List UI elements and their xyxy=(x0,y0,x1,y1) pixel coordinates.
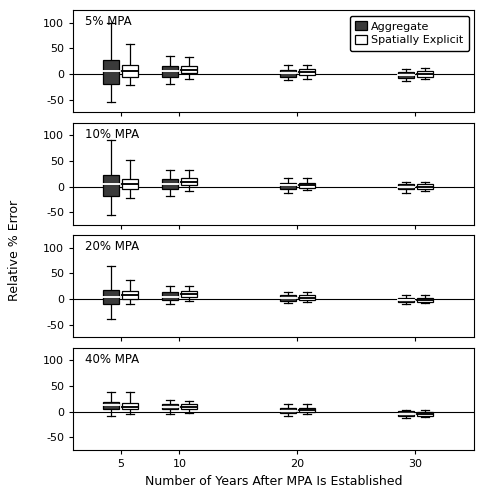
Bar xyxy=(279,296,296,300)
Bar xyxy=(102,60,119,84)
Bar xyxy=(122,64,138,76)
Bar xyxy=(416,412,432,416)
Bar xyxy=(162,404,178,409)
Bar xyxy=(298,70,314,75)
Bar xyxy=(397,298,413,302)
Bar xyxy=(298,408,314,412)
Bar xyxy=(180,404,197,409)
Bar xyxy=(298,183,314,188)
Text: 10% MPA: 10% MPA xyxy=(85,128,139,140)
Bar xyxy=(416,298,432,302)
Text: 20% MPA: 20% MPA xyxy=(85,240,139,253)
Bar xyxy=(122,291,138,299)
Bar xyxy=(122,180,138,189)
Bar xyxy=(102,402,119,409)
Bar xyxy=(279,183,296,189)
Legend: Aggregate, Spatially Explicit: Aggregate, Spatially Explicit xyxy=(349,16,468,51)
Bar xyxy=(397,184,413,189)
Bar xyxy=(162,292,178,300)
Bar xyxy=(279,408,296,412)
Text: Relative % Error: Relative % Error xyxy=(8,200,21,300)
Bar xyxy=(397,72,413,78)
Bar xyxy=(162,66,178,76)
Text: 5% MPA: 5% MPA xyxy=(85,15,132,28)
Text: 40% MPA: 40% MPA xyxy=(85,353,139,366)
Bar xyxy=(416,72,432,76)
Bar xyxy=(180,178,197,186)
Bar xyxy=(102,290,119,304)
Bar xyxy=(397,411,413,416)
X-axis label: Number of Years After MPA Is Established: Number of Years After MPA Is Established xyxy=(145,474,402,488)
Bar xyxy=(102,176,119,196)
Bar xyxy=(162,180,178,189)
Bar xyxy=(279,70,296,76)
Bar xyxy=(122,404,138,409)
Bar xyxy=(298,296,314,300)
Bar xyxy=(180,66,197,73)
Bar xyxy=(180,291,197,296)
Bar xyxy=(416,184,432,189)
